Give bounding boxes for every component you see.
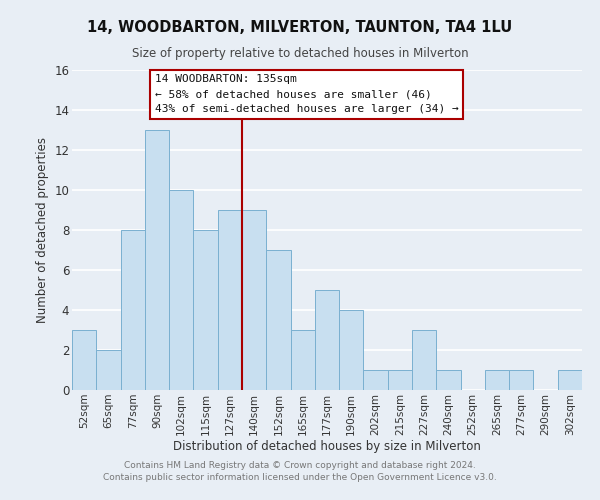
Text: Contains HM Land Registry data © Crown copyright and database right 2024.
Contai: Contains HM Land Registry data © Crown c… bbox=[103, 461, 497, 482]
Bar bbox=[266, 250, 290, 390]
Bar bbox=[485, 370, 509, 390]
Bar bbox=[121, 230, 145, 390]
X-axis label: Distribution of detached houses by size in Milverton: Distribution of detached houses by size … bbox=[173, 440, 481, 454]
Bar bbox=[436, 370, 461, 390]
Bar bbox=[364, 370, 388, 390]
Bar bbox=[193, 230, 218, 390]
Text: 14 WOODBARTON: 135sqm
← 58% of detached houses are smaller (46)
43% of semi-deta: 14 WOODBARTON: 135sqm ← 58% of detached … bbox=[155, 74, 458, 114]
Y-axis label: Number of detached properties: Number of detached properties bbox=[35, 137, 49, 323]
Bar bbox=[339, 310, 364, 390]
Bar bbox=[388, 370, 412, 390]
Bar bbox=[315, 290, 339, 390]
Bar bbox=[145, 130, 169, 390]
Bar bbox=[558, 370, 582, 390]
Text: 14, WOODBARTON, MILVERTON, TAUNTON, TA4 1LU: 14, WOODBARTON, MILVERTON, TAUNTON, TA4 … bbox=[88, 20, 512, 35]
Bar bbox=[72, 330, 96, 390]
Bar bbox=[169, 190, 193, 390]
Bar bbox=[96, 350, 121, 390]
Text: Size of property relative to detached houses in Milverton: Size of property relative to detached ho… bbox=[131, 48, 469, 60]
Bar bbox=[290, 330, 315, 390]
Bar bbox=[242, 210, 266, 390]
Bar bbox=[412, 330, 436, 390]
Bar bbox=[218, 210, 242, 390]
Bar bbox=[509, 370, 533, 390]
